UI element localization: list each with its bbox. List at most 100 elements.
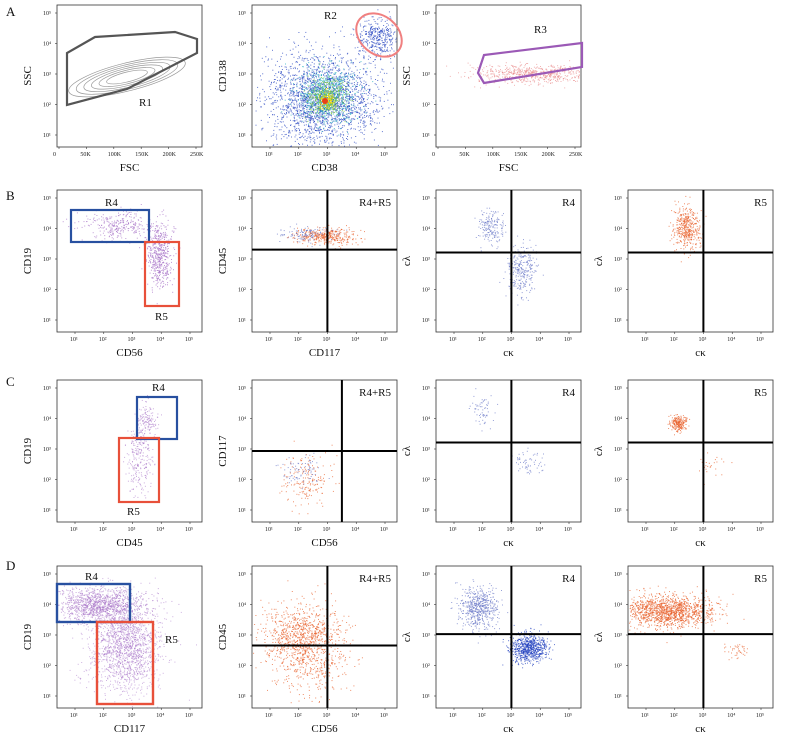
event-dot <box>357 82 359 83</box>
event-dot <box>543 79 545 81</box>
event-dot <box>288 39 290 40</box>
event-dot <box>575 71 577 73</box>
event-dot <box>135 230 137 232</box>
event-dot <box>362 97 363 99</box>
event-dot <box>308 90 310 92</box>
plot-frame <box>56 4 203 148</box>
event-dot <box>529 80 531 82</box>
event-dot <box>316 69 318 71</box>
event-dot <box>348 81 350 83</box>
event-dot <box>315 104 317 106</box>
event-dot <box>108 236 110 238</box>
event-dot <box>367 36 369 37</box>
event-dot <box>335 131 337 133</box>
event-dot <box>296 82 298 84</box>
event-dot <box>332 111 334 113</box>
event-dot <box>533 72 535 74</box>
event-dot <box>163 270 165 272</box>
event-dot <box>546 76 548 78</box>
event-dot <box>389 41 391 43</box>
event-dot <box>333 86 334 88</box>
event-dot <box>307 114 309 116</box>
event-dot <box>133 216 135 218</box>
event-dot <box>358 96 360 98</box>
event-dot <box>155 235 157 237</box>
event-dot <box>289 90 291 91</box>
event-dot <box>354 92 356 94</box>
event-dot <box>342 99 344 101</box>
event-dot <box>331 112 332 114</box>
event-dot <box>103 219 105 221</box>
event-dot <box>261 129 263 131</box>
event-dot <box>156 225 157 227</box>
event-dot <box>330 108 331 110</box>
event-dot <box>311 85 313 87</box>
event-dot <box>343 140 345 142</box>
event-dot <box>325 118 327 120</box>
event-dot <box>118 235 120 237</box>
event-dot <box>156 283 158 285</box>
event-dot <box>311 106 313 108</box>
event-dot <box>309 99 310 101</box>
event-dot <box>358 41 360 43</box>
event-dot <box>363 87 365 88</box>
event-dot <box>356 69 358 71</box>
event-dot <box>318 87 319 88</box>
event-dot <box>172 291 174 293</box>
event-dot <box>373 113 375 115</box>
event-dot <box>297 115 299 117</box>
event-dot <box>308 96 309 98</box>
event-dot <box>360 81 362 83</box>
event-dot <box>307 98 309 100</box>
event-dot <box>313 121 315 123</box>
event-dot <box>361 119 362 121</box>
event-dot <box>324 76 326 78</box>
event-dot <box>297 58 299 60</box>
event-dot <box>356 111 358 113</box>
event-dot <box>377 117 379 119</box>
event-dot <box>351 104 353 106</box>
y-tick-label: 10² <box>43 103 51 109</box>
event-dot <box>315 84 317 85</box>
event-dot <box>152 248 154 250</box>
event-dot <box>290 99 292 101</box>
event-dot <box>378 17 380 19</box>
event-dot <box>377 28 379 30</box>
event-dot <box>342 96 344 98</box>
event-dot <box>329 86 331 88</box>
event-dot <box>339 104 341 106</box>
event-dot <box>329 95 331 97</box>
event-dot <box>288 71 290 73</box>
event-dot <box>141 268 143 270</box>
event-dot <box>516 73 518 75</box>
event-dot <box>351 76 353 78</box>
event-dot <box>296 85 298 87</box>
event-dot <box>330 101 332 103</box>
event-dot <box>165 215 167 217</box>
event-dot <box>526 63 528 64</box>
event-dot <box>307 113 308 115</box>
event-dot <box>315 100 317 102</box>
event-dot <box>334 72 336 74</box>
event-dot <box>304 129 306 131</box>
event-dot <box>379 39 381 40</box>
event-dot <box>520 79 522 81</box>
event-dot <box>482 69 483 71</box>
event-dot <box>311 75 313 77</box>
event-dot <box>318 74 320 76</box>
event-dot <box>386 41 388 43</box>
event-dot <box>292 113 294 115</box>
event-dot <box>487 70 489 72</box>
plot-frame <box>435 4 582 148</box>
event-dot <box>349 74 351 76</box>
event-dot <box>541 77 543 79</box>
event-dot <box>296 109 298 111</box>
event-dot <box>264 100 266 102</box>
event-dot <box>311 112 313 114</box>
event-dot <box>100 226 101 228</box>
event-dot <box>293 84 295 86</box>
event-dot <box>555 68 557 70</box>
event-dot <box>328 101 330 103</box>
event-dot <box>493 82 495 84</box>
event-dot <box>303 93 305 95</box>
